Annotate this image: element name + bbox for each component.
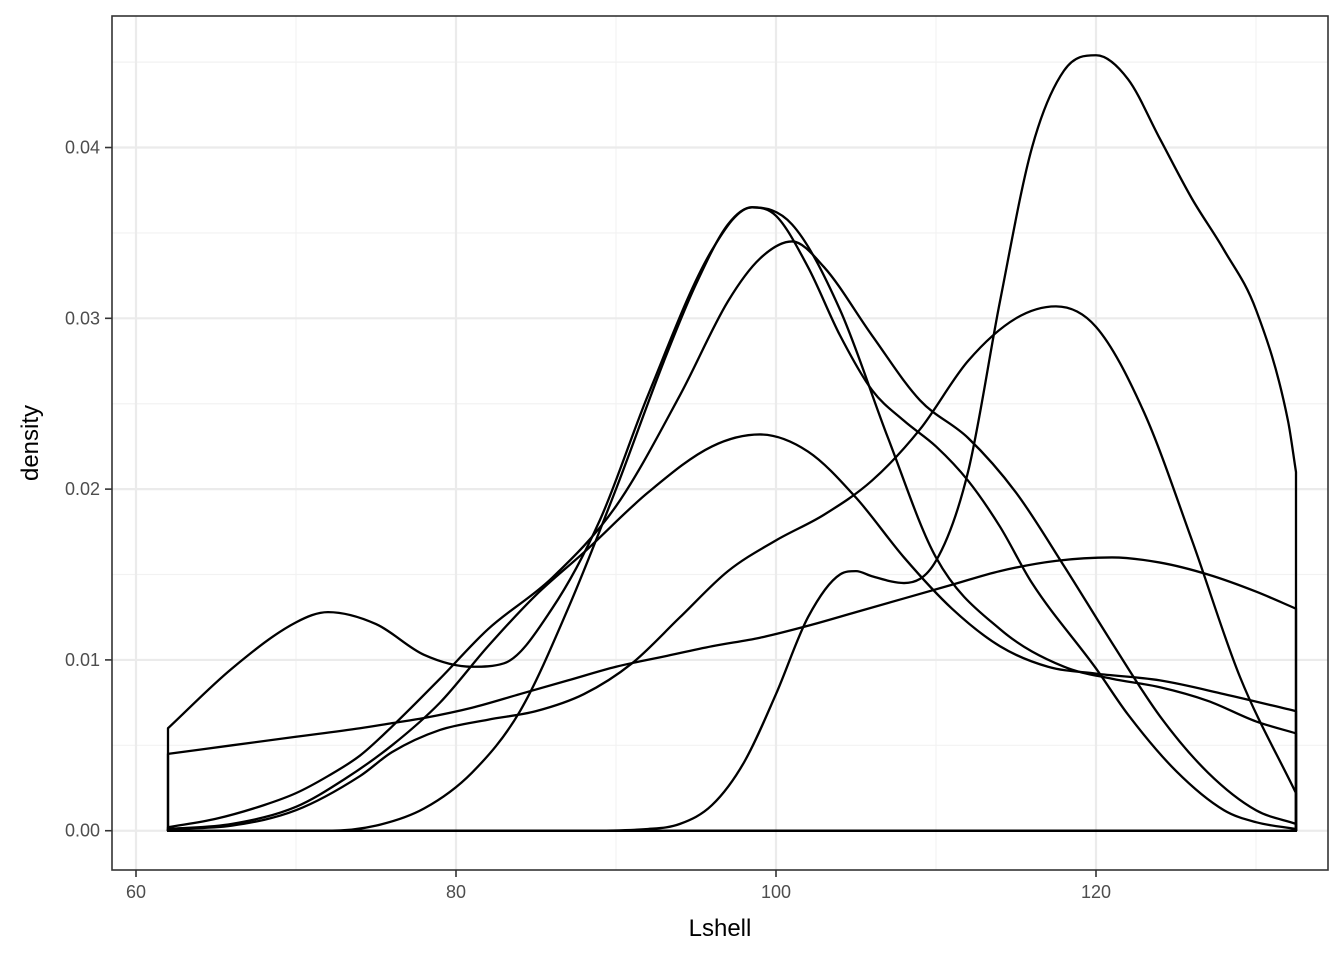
y-tick-label: 0.04 [65,138,100,158]
density-curve-2 [166,240,1298,832]
x-tick-label: 120 [1081,882,1111,902]
density-curve-7 [166,54,1298,832]
y-tick-label: 0.02 [65,479,100,499]
density-curve-3 [166,433,1298,832]
y-axis-ticks: 0.00 0.01 0.02 0.03 0.04 [65,138,112,841]
y-tick-label: 0.00 [65,821,100,841]
x-tick-label: 60 [126,882,146,902]
density-curve-5 [166,305,1298,832]
y-axis-title: density [17,405,44,481]
density-curves [166,54,1298,832]
x-tick-label: 80 [446,882,466,902]
x-tick-label: 100 [761,882,791,902]
density-curve-4 [166,556,1298,832]
x-axis-ticks: 60 80 100 120 [126,870,1111,902]
y-tick-label: 0.01 [65,650,100,670]
panel-border [111,15,1329,871]
x-axis-title: Lshell [689,915,752,942]
density-curve-6 [166,206,1298,832]
y-tick-label: 0.03 [65,308,100,328]
density-curve-1 [166,206,1298,832]
minor-gridlines [112,16,1328,870]
